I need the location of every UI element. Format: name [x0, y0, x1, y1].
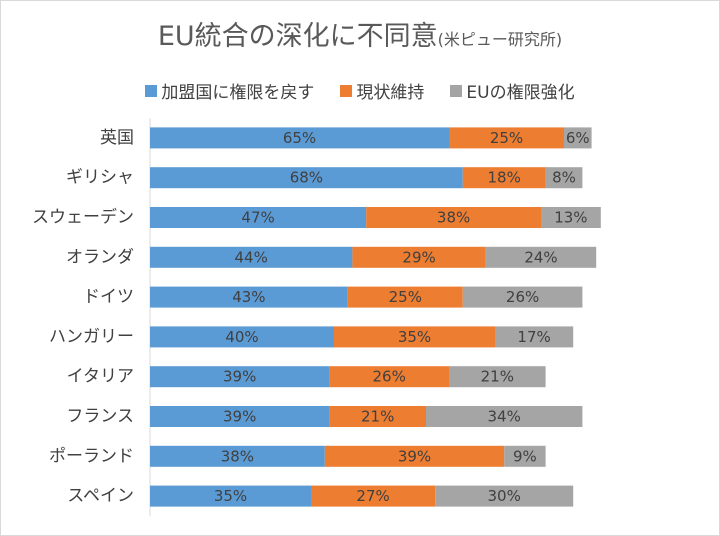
- bar-segment-return-powers: [150, 406, 330, 427]
- legend-label-return-powers: 加盟国に権限を戻す: [161, 83, 315, 103]
- bar-segment-status-quo: [329, 406, 426, 427]
- data-label-return-powers: 65%: [283, 129, 316, 147]
- data-label-return-powers: 68%: [290, 169, 323, 187]
- bar-segment-strengthen-eu: [426, 406, 583, 427]
- bar-segment-return-powers: [150, 485, 311, 507]
- data-label-status-quo: 21%: [361, 408, 394, 426]
- bar-segment-status-quo: [352, 246, 486, 268]
- data-label-strengthen-eu: 8%: [552, 169, 576, 187]
- data-label-return-powers: 44%: [235, 248, 268, 266]
- data-label-status-quo: 29%: [402, 248, 435, 266]
- data-label-strengthen-eu: 26%: [506, 288, 539, 306]
- bar-segment-status-quo: [311, 485, 436, 507]
- chart-title: EU統合の深化に不同意(米ピュー研究所): [0, 14, 720, 53]
- bar-segment-status-quo: [366, 207, 541, 228]
- bar-segment-strengthen-eu: [504, 445, 546, 467]
- data-label-strengthen-eu: 9%: [513, 447, 537, 465]
- bar-segment-status-quo: [462, 167, 546, 189]
- data-label-status-quo: 26%: [373, 368, 406, 386]
- data-label-status-quo: 25%: [389, 288, 422, 306]
- data-label-strengthen-eu: 21%: [481, 368, 514, 386]
- data-label-return-powers: 38%: [221, 447, 254, 465]
- data-label-strengthen-eu: 34%: [488, 408, 521, 426]
- title-main: EU統合の深化に不同意: [157, 21, 438, 52]
- bar-segment-return-powers: [150, 445, 325, 467]
- bar-segment-return-powers: [150, 127, 449, 149]
- data-label-status-quo: 38%: [437, 209, 470, 227]
- category-label: ハンガリー: [49, 327, 134, 347]
- data-label-status-quo: 27%: [356, 487, 389, 505]
- legend-swatch-strengthen-eu: [450, 84, 463, 97]
- data-label-return-powers: 47%: [241, 209, 274, 227]
- bar-segment-status-quo: [324, 445, 505, 467]
- bar-segment-return-powers: [150, 167, 463, 189]
- bar-segment-strengthen-eu: [545, 167, 583, 189]
- bar-segment-status-quo: [449, 127, 564, 149]
- category-label: ドイツ: [83, 287, 134, 307]
- category-label: ポーランド: [49, 446, 134, 466]
- legend-item-status-quo: 現状維持: [340, 78, 424, 103]
- data-label-status-quo: 18%: [488, 169, 521, 187]
- legend-item-return-powers: 加盟国に権限を戻す: [145, 78, 314, 103]
- legend-swatch-return-powers: [145, 84, 158, 97]
- category-label: ギリシャ: [66, 168, 134, 188]
- title-subtitle: (米ピュー研究所): [437, 30, 563, 49]
- bar-segment-status-quo: [329, 366, 449, 388]
- bar-segment-return-powers: [150, 207, 367, 228]
- data-label-strengthen-eu: 6%: [566, 129, 590, 147]
- bar-segment-strengthen-eu: [449, 366, 546, 388]
- data-label-return-powers: 39%: [223, 408, 256, 426]
- legend-label-strengthen-eu: EUの権限強化: [466, 83, 575, 103]
- legend: 加盟国に権限を戻す 現状維持 EUの権限強化: [0, 78, 720, 103]
- bar-segment-strengthen-eu: [435, 485, 574, 507]
- bar-segment-strengthen-eu: [485, 246, 597, 268]
- category-label: スペイン: [67, 486, 134, 506]
- bar-segment-status-quo: [347, 286, 463, 308]
- legend-item-strengthen-eu: EUの権限強化: [450, 78, 575, 103]
- data-label-return-powers: 35%: [214, 487, 247, 505]
- bar-segment-return-powers: [150, 326, 334, 348]
- data-label-return-powers: 40%: [225, 328, 258, 346]
- bar-segment-return-powers: [150, 246, 353, 268]
- data-label-strengthen-eu: 24%: [524, 248, 557, 266]
- bar-segment-return-powers: [150, 366, 330, 388]
- category-label: スウェーデン: [32, 207, 134, 228]
- legend-swatch-status-quo: [340, 84, 353, 97]
- data-label-status-quo: 25%: [490, 129, 523, 147]
- category-label: 英国: [100, 128, 134, 148]
- data-label-return-powers: 43%: [232, 288, 265, 306]
- bar-segment-status-quo: [334, 326, 495, 348]
- data-label-status-quo: 35%: [398, 328, 431, 346]
- category-label: イタリア: [67, 367, 134, 387]
- bar-segment-strengthen-eu: [564, 127, 592, 149]
- bar-segment-strengthen-eu: [541, 207, 601, 228]
- data-label-strengthen-eu: 17%: [517, 328, 550, 346]
- category-label: オランダ: [66, 247, 134, 267]
- data-label-return-powers: 39%: [223, 368, 256, 386]
- category-label: フランス: [66, 407, 134, 427]
- bar-segment-strengthen-eu: [462, 286, 583, 308]
- data-label-strengthen-eu: 13%: [554, 209, 587, 227]
- bar-segment-return-powers: [150, 286, 348, 308]
- data-label-status-quo: 39%: [398, 447, 431, 465]
- bar-segment-strengthen-eu: [495, 326, 574, 348]
- legend-label-status-quo: 現状維持: [356, 83, 425, 103]
- data-label-strengthen-eu: 30%: [488, 487, 521, 505]
